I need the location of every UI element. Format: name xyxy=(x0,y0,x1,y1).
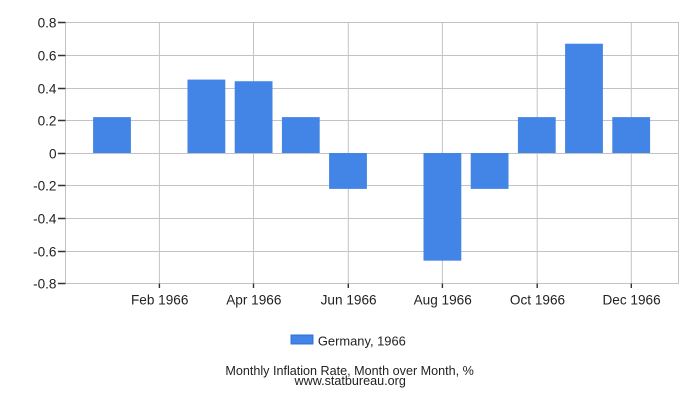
svg-text:0.6: 0.6 xyxy=(38,48,57,63)
svg-text:Oct 1966: Oct 1966 xyxy=(510,293,565,308)
svg-text:-0.2: -0.2 xyxy=(33,178,56,193)
svg-text:Aug 1966: Aug 1966 xyxy=(414,293,472,308)
svg-text:Jun 1966: Jun 1966 xyxy=(321,293,377,308)
svg-text:-0.6: -0.6 xyxy=(33,244,56,259)
svg-text:0: 0 xyxy=(49,146,57,161)
svg-text:Apr 1966: Apr 1966 xyxy=(226,293,281,308)
svg-text:Feb 1966: Feb 1966 xyxy=(131,293,188,308)
svg-text:0.8: 0.8 xyxy=(38,15,57,30)
svg-text:Dec 1966: Dec 1966 xyxy=(602,293,660,308)
svg-text:0.4: 0.4 xyxy=(38,81,57,96)
svg-text:-0.4: -0.4 xyxy=(33,211,57,226)
svg-text:Germany, 1966: Germany, 1966 xyxy=(318,333,406,348)
svg-text:Monthly Inflation Rate, Month: Monthly Inflation Rate, Month over Month… xyxy=(225,364,474,378)
svg-text:www.statbureau.org: www.statbureau.org xyxy=(294,374,406,388)
svg-text:-0.8: -0.8 xyxy=(33,276,56,291)
svg-text:0.2: 0.2 xyxy=(38,113,57,128)
